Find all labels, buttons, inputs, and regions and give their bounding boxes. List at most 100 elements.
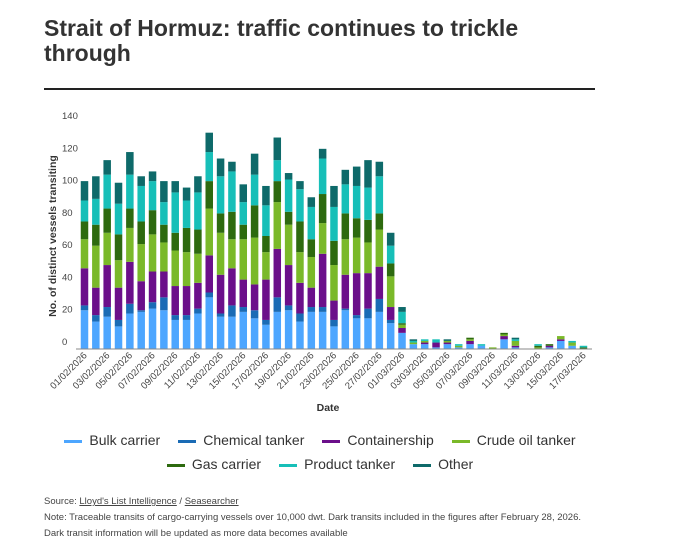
footer: Source: Lloyd's List Intelligence / Seas… bbox=[44, 494, 581, 542]
bar-segment-product-tanker bbox=[137, 185, 145, 222]
bar-stack bbox=[114, 182, 123, 349]
bar-segment-chemical-tanker bbox=[273, 297, 282, 312]
bar-stack bbox=[126, 152, 134, 349]
bar-segment-product-tanker bbox=[477, 344, 486, 346]
bar-segment-other bbox=[273, 137, 282, 161]
bar-segment-product-tanker bbox=[80, 200, 89, 222]
bar-segment-product-tanker bbox=[364, 187, 372, 220]
legend-swatch bbox=[166, 463, 185, 467]
y-tick-label: 40 bbox=[62, 272, 73, 283]
bar-segment-crude-oil-tanker bbox=[341, 239, 350, 275]
stacked-bar-chart: No. of distinct vessels transiting Date … bbox=[47, 111, 592, 414]
bar-segment-other bbox=[375, 161, 384, 177]
bar-segment-other bbox=[352, 166, 361, 186]
bar-segment-other bbox=[296, 181, 304, 190]
bar-segment-containership bbox=[284, 265, 293, 306]
bar-segment-gas-carrier bbox=[318, 194, 327, 224]
bar-segment-product-tanker bbox=[228, 171, 236, 212]
legend-item: Gas carrier bbox=[166, 452, 262, 476]
bar-segment-containership bbox=[557, 339, 565, 341]
bar-segment-containership bbox=[148, 271, 157, 303]
bar-segment-bulk-carrier bbox=[420, 344, 429, 349]
bar-stack bbox=[296, 181, 304, 349]
bar-stack bbox=[182, 187, 191, 349]
x-axis-label: Date bbox=[317, 402, 340, 414]
source-line: Source: Lloyd's List Intelligence / Seas… bbox=[44, 494, 581, 510]
legend-label: Gas carrier bbox=[191, 456, 262, 472]
bar-stack bbox=[432, 339, 440, 349]
bar-stack bbox=[579, 345, 588, 349]
bar-segment-containership bbox=[228, 268, 236, 306]
bar-segment-product-tanker bbox=[454, 344, 463, 346]
bar-segment-containership bbox=[103, 265, 111, 308]
bar-segment-other bbox=[262, 185, 270, 206]
bar-segment-containership bbox=[205, 255, 213, 293]
bar-segment-crude-oil-tanker bbox=[557, 336, 565, 340]
bar-segment-bulk-carrier bbox=[432, 347, 440, 349]
bar-segment-bulk-carrier bbox=[296, 321, 304, 349]
bar-segment-crude-oil-tanker bbox=[171, 250, 179, 287]
bar-segment-chemical-tanker bbox=[318, 307, 327, 312]
bar-segment-crude-oil-tanker bbox=[454, 345, 463, 348]
bar-stack bbox=[205, 132, 213, 349]
bar-segment-product-tanker bbox=[579, 345, 588, 348]
legend-swatch bbox=[451, 439, 470, 443]
bar-segment-product-tanker bbox=[160, 202, 168, 225]
bar-segment-crude-oil-tanker bbox=[466, 339, 474, 341]
bar-segment-chemical-tanker bbox=[239, 307, 248, 312]
bar-segment-bulk-carrier bbox=[216, 316, 225, 349]
bar-segment-chemical-tanker bbox=[284, 305, 293, 311]
bar-segment-crude-oil-tanker bbox=[534, 347, 542, 349]
bar-segment-other bbox=[284, 173, 293, 180]
bar-segment-chemical-tanker bbox=[148, 302, 157, 309]
bar-segment-gas-carrier bbox=[228, 211, 236, 240]
bar-segment-containership bbox=[375, 266, 384, 299]
bar-stack bbox=[92, 176, 100, 349]
bar-segment-containership bbox=[250, 284, 259, 311]
legend-label: Bulk carrier bbox=[89, 432, 161, 448]
bar-segment-bulk-carrier bbox=[205, 297, 213, 349]
bar-segment-chemical-tanker bbox=[364, 308, 372, 319]
bar-segment-product-tanker bbox=[262, 205, 270, 236]
bar-segment-crude-oil-tanker bbox=[364, 242, 372, 274]
bar-segment-crude-oil-tanker bbox=[398, 324, 406, 329]
legend-item: Product tanker bbox=[279, 452, 395, 476]
bar-segment-product-tanker bbox=[534, 344, 542, 346]
bar-segment-gas-carrier bbox=[114, 234, 123, 261]
bar-segment-crude-oil-tanker bbox=[148, 234, 157, 272]
bar-segment-other bbox=[250, 153, 259, 175]
bar-segment-other bbox=[137, 176, 145, 186]
bar-stack bbox=[511, 337, 520, 349]
bar-segment-product-tanker bbox=[239, 202, 248, 225]
bar-stack bbox=[148, 171, 157, 349]
bar-stack bbox=[534, 344, 542, 349]
bar-segment-product-tanker bbox=[398, 311, 406, 324]
bar-segment-product-tanker bbox=[171, 192, 179, 233]
bar-stack bbox=[375, 161, 384, 349]
bar-segment-bulk-carrier bbox=[228, 316, 236, 349]
bar-segment-chemical-tanker bbox=[216, 313, 225, 317]
bar-segment-gas-carrier bbox=[137, 221, 145, 245]
bar-segment-containership bbox=[318, 253, 327, 308]
bar-stack bbox=[545, 344, 554, 349]
bar-segment-bulk-carrier bbox=[239, 311, 248, 349]
source-link-seasearcher[interactable]: Seasearcher bbox=[184, 496, 239, 507]
bar-segment-other bbox=[239, 184, 248, 203]
bar-segment-bulk-carrier bbox=[352, 318, 361, 349]
bar-segment-crude-oil-tanker bbox=[182, 252, 191, 287]
bar-segment-gas-carrier bbox=[534, 345, 542, 348]
bar-segment-crude-oil-tanker bbox=[409, 342, 418, 345]
source-link-lloyds[interactable]: Lloyd's List Intelligence bbox=[79, 496, 177, 507]
legend-label: Crude oil tanker bbox=[476, 432, 576, 448]
bar-segment-bulk-carrier bbox=[160, 310, 168, 349]
bar-segment-gas-carrier bbox=[148, 210, 157, 235]
bar-segment-gas-carrier bbox=[171, 232, 179, 251]
bar-stack bbox=[80, 181, 89, 349]
bar-stack bbox=[103, 160, 111, 349]
bar-segment-crude-oil-tanker bbox=[568, 342, 576, 346]
bar-segment-other bbox=[330, 185, 338, 207]
bar-segment-gas-carrier bbox=[262, 236, 270, 253]
bar-segment-gas-carrier bbox=[352, 218, 361, 238]
bar-segment-bulk-carrier bbox=[364, 318, 372, 349]
bar-segment-bulk-carrier bbox=[137, 311, 145, 349]
